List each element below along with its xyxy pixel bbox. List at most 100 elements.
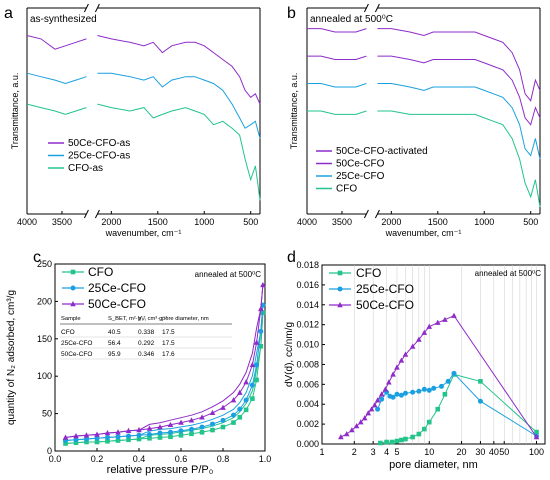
y-tick-label: 250 [37,259,52,269]
axis-break-mark [94,3,100,13]
data-point [533,434,540,440]
axis-break-mark [83,209,89,219]
data-point [477,398,483,404]
y-tick-label: 0 [47,446,52,456]
x-tick-label: 0.0 [49,454,62,464]
data-point [147,432,152,438]
series-line-CFO [380,373,537,444]
data-point [478,379,483,384]
data-point [384,439,389,445]
series-line-50Ce-CFO-as [26,35,87,50]
panel-annotation: annealed at 500⁰C [310,14,393,25]
x-tick-label: 4000 [17,217,37,227]
data-point [410,389,416,395]
data-point [390,394,396,400]
legend-marker [337,270,343,276]
data-point [189,431,194,437]
adsorption-line-25Ce-CFO [65,305,264,441]
table-cell: 40.5 [108,329,121,336]
data-point [105,435,110,441]
x-axis-label: wavenumber, cm⁻¹ [385,228,462,238]
table-cell: 0.292 [138,340,155,347]
legend-label: 50Ce-CFO [88,297,146,311]
y-tick-label: 0.004 [296,399,319,409]
data-point [390,371,396,377]
table-header-cell: S_BET, m²·g⁻¹ [108,316,146,322]
desorption-line-50Ce-CFO [65,284,264,438]
axis-break-mark [94,209,100,219]
data-point [394,364,400,370]
data-point [374,397,381,403]
data-point [94,431,100,437]
data-point [73,440,79,446]
data-point [258,305,264,312]
data-point [126,437,131,443]
data-point [249,382,255,388]
data-point [220,424,226,430]
data-point [353,423,360,429]
y-tick-label: 200 [37,296,52,306]
x-tick-label: 100 [529,447,544,457]
data-point [422,426,427,432]
panel-annotation: as-synthesized [30,14,97,25]
legend-marker [70,301,76,307]
data-point [237,389,243,395]
x-tick-label: 40 [489,447,499,457]
y-tick-label: 0.012 [296,320,319,330]
desorption-line-25Ce-CFO [65,305,264,441]
panel-letter: c [33,249,41,266]
x-tick-label: 2000 [381,217,401,227]
data-point [178,432,184,438]
data-point [94,439,100,445]
y-tick-label: 0.014 [296,300,319,310]
data-point [115,438,121,443]
x-tick-label: 0.4 [133,454,146,464]
data-point [426,419,432,425]
data-point [199,414,205,420]
data-point [357,419,364,425]
table-cell: 95.9 [108,351,121,358]
data-point [83,432,90,438]
x-axis-label: pore diameter, nm [389,459,478,471]
x-tick-label: 20 [457,447,467,457]
data-point [105,438,110,444]
data-point [394,438,400,444]
data-point [168,429,173,435]
data-point [445,378,451,384]
table-cell: 56.4 [108,340,121,347]
table-header-cell: pore diameter, nm [162,316,209,322]
data-point [375,406,381,412]
data-point [442,391,448,397]
y-tick-label: 100 [37,371,52,381]
data-point [62,434,69,440]
axis-break-mark [374,209,380,219]
series-line-25Ce-CFO-as [26,72,87,85]
data-point [125,427,132,434]
data-point [167,421,174,428]
data-point [136,432,142,438]
data-point [63,441,68,446]
x-tick-label: 500 [243,217,258,227]
table-cell: CFO [61,329,75,336]
x-tick-label: 1.0 [259,454,272,464]
data-point [421,329,428,335]
data-point [243,379,249,385]
data-point [94,435,100,441]
y-tick-label: 0.008 [296,359,319,369]
legend-label: CFO [356,266,381,280]
data-point [438,383,444,389]
data-point [398,392,404,398]
panel-letter: b [287,5,296,22]
data-point [434,319,441,325]
data-point [371,402,378,408]
data-point [220,404,226,410]
x-tick-label: 2000 [101,217,121,227]
data-point [168,434,173,440]
data-point [188,417,195,423]
legend-marker [337,302,343,308]
data-point [386,379,392,385]
data-point [365,410,372,416]
data-point [254,377,259,383]
axis-break-mark [374,3,380,13]
data-point [157,435,163,440]
